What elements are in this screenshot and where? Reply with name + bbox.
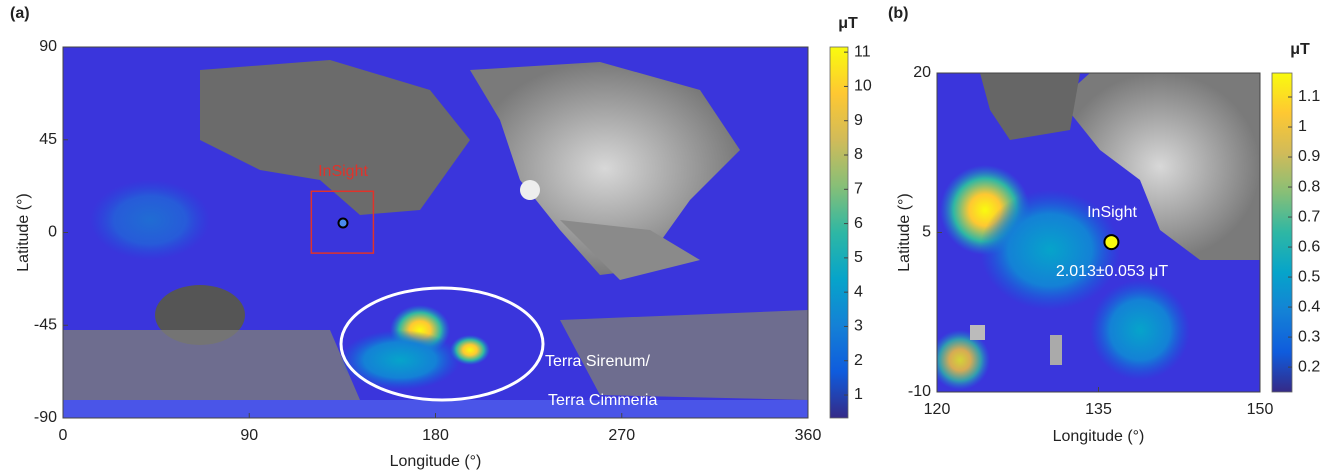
colorbar-tick-label: 1 <box>1298 118 1307 135</box>
colorbar-tick-label: 1 <box>854 386 863 403</box>
region-outline <box>339 286 545 402</box>
colorbar-tick-label: 0.9 <box>1298 148 1320 165</box>
colorbar-tick-label: 0.3 <box>1298 328 1320 345</box>
map-background <box>63 47 808 418</box>
y-tick-label: -10 <box>908 383 931 400</box>
colorbar <box>829 46 849 419</box>
colorbar-tick-label: 0.5 <box>1298 268 1320 285</box>
colorbar-tick-label: 0.6 <box>1298 238 1320 255</box>
colorbar-tick-label: 1.1 <box>1298 88 1320 105</box>
colorbar-tick-label: 9 <box>854 112 863 129</box>
colorbar-label: μT <box>1290 41 1310 58</box>
y-tick-label: -45 <box>34 316 57 333</box>
annotation: Terra Cimmeria <box>548 392 657 409</box>
colorbar-tick-label: 0.2 <box>1298 358 1320 375</box>
y-tick-label: 0 <box>48 224 57 241</box>
y-tick-label: 20 <box>913 64 931 81</box>
x-tick-label: 0 <box>59 427 68 444</box>
y-axis-label: Latitude (°) <box>15 193 32 271</box>
colorbar-tick-label: 11 <box>854 43 871 60</box>
colorbar-tick-label: 3 <box>854 318 863 335</box>
x-tick-label: 270 <box>608 427 635 444</box>
y-tick-label: -90 <box>34 409 57 426</box>
annotation: 2.013±0.053 μT <box>1056 263 1169 280</box>
x-tick-label: 360 <box>795 427 822 444</box>
annotation: Terra Sirenum/ <box>545 353 650 370</box>
colorbar-tick-label: 4 <box>854 283 863 300</box>
x-tick-label: 180 <box>422 427 449 444</box>
colorbar-tick-label: 5 <box>854 249 863 266</box>
x-tick-label: 90 <box>240 427 258 444</box>
colorbar-tick-label: 2 <box>854 352 863 369</box>
x-axis-label: Longitude (°) <box>1053 428 1145 445</box>
x-axis-label: Longitude (°) <box>390 453 482 470</box>
colorbar-tick-label: 7 <box>854 181 863 198</box>
x-tick-label: 135 <box>1085 401 1112 418</box>
annotation: InSight <box>318 163 368 180</box>
colorbar-tick-label: 0.8 <box>1298 178 1320 195</box>
panel-label: (a) <box>10 5 30 22</box>
map-background <box>937 73 1260 392</box>
y-tick-label: 90 <box>39 38 57 55</box>
site-marker <box>337 217 349 229</box>
x-tick-label: 150 <box>1247 401 1274 418</box>
colorbar-tick-label: 10 <box>854 78 872 95</box>
panel-label: (b) <box>888 5 908 22</box>
colorbar <box>1271 72 1293 393</box>
x-tick-label: 120 <box>924 401 951 418</box>
colorbar-tick-label: 0.4 <box>1298 298 1320 315</box>
site-marker <box>1103 234 1120 251</box>
y-tick-label: 5 <box>922 224 931 241</box>
colorbar-tick-label: 8 <box>854 146 863 163</box>
y-axis-label: Latitude (°) <box>896 193 913 271</box>
zoom-box <box>310 190 375 254</box>
colorbar-label: μT <box>838 15 858 32</box>
annotation: InSight <box>1087 204 1137 221</box>
y-tick-label: 45 <box>39 131 57 148</box>
colorbar-tick-label: 6 <box>854 215 863 232</box>
colorbar-tick-label: 0.7 <box>1298 208 1320 225</box>
